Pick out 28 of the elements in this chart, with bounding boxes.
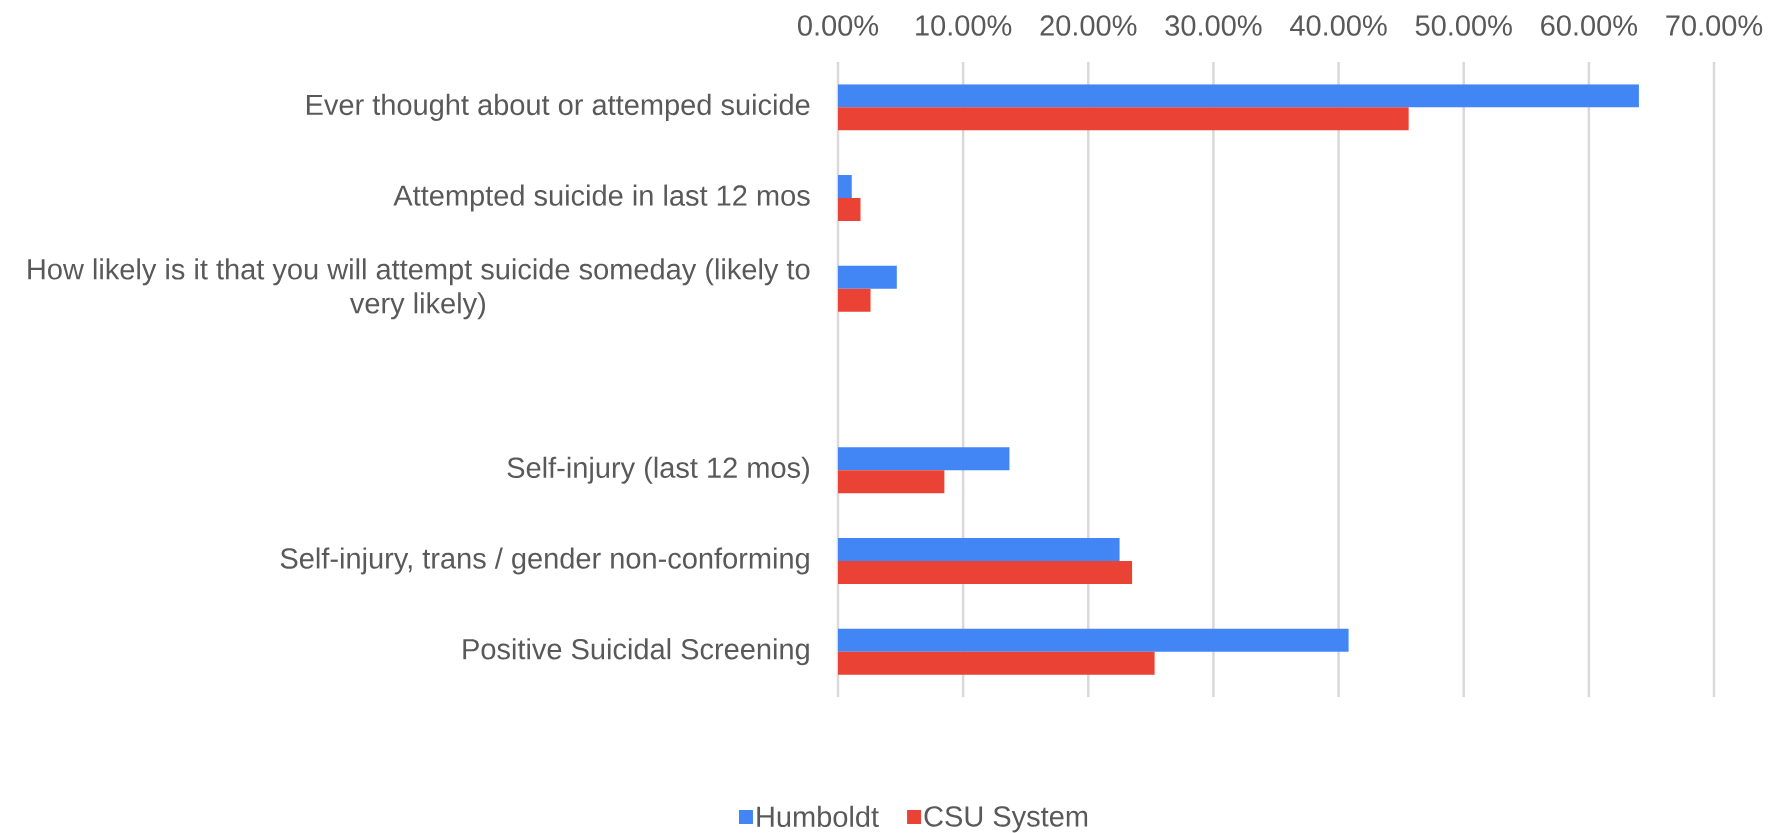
legend-label: Humboldt xyxy=(757,805,879,828)
x-tick-label: 40.00% xyxy=(1290,15,1387,36)
bar xyxy=(838,288,871,312)
x-tick-label: 10.00% xyxy=(916,15,1012,36)
bar xyxy=(838,447,1010,471)
bar xyxy=(838,265,897,289)
y-tick-label: Positive Suicidal Screening xyxy=(463,638,809,666)
y-tick-label: Ever thought about or attemped suicide xyxy=(306,93,810,121)
x-tick-label: 30.00% xyxy=(1165,15,1262,36)
y-tick-label: How likely is it that you will attempt suicide someday (likely to very likely) xyxy=(28,258,810,320)
bar xyxy=(838,198,861,222)
bar xyxy=(838,84,1639,108)
x-tick-label: 70.00% xyxy=(1666,15,1763,36)
bar xyxy=(838,628,1349,652)
x-tick-label: 60.00% xyxy=(1541,15,1637,36)
x-tick-label: 20.00% xyxy=(1040,15,1137,36)
bar xyxy=(838,470,945,494)
bar xyxy=(838,107,1409,131)
y-tick-label: Self-injury (last 12 mos) xyxy=(507,456,809,484)
legend-label: CSU System xyxy=(924,806,1088,833)
x-tick-label: 50.00% xyxy=(1415,15,1512,36)
y-tick-label: Self-injury, trans / gender non-conforming xyxy=(280,547,809,575)
y-tick-label: Attempted suicide in last 12 mos xyxy=(393,184,810,212)
bar xyxy=(838,175,852,199)
bar xyxy=(838,537,1120,561)
bar xyxy=(838,560,1133,584)
x-tick-label: 0.00% xyxy=(798,15,879,36)
bar xyxy=(838,651,1155,675)
